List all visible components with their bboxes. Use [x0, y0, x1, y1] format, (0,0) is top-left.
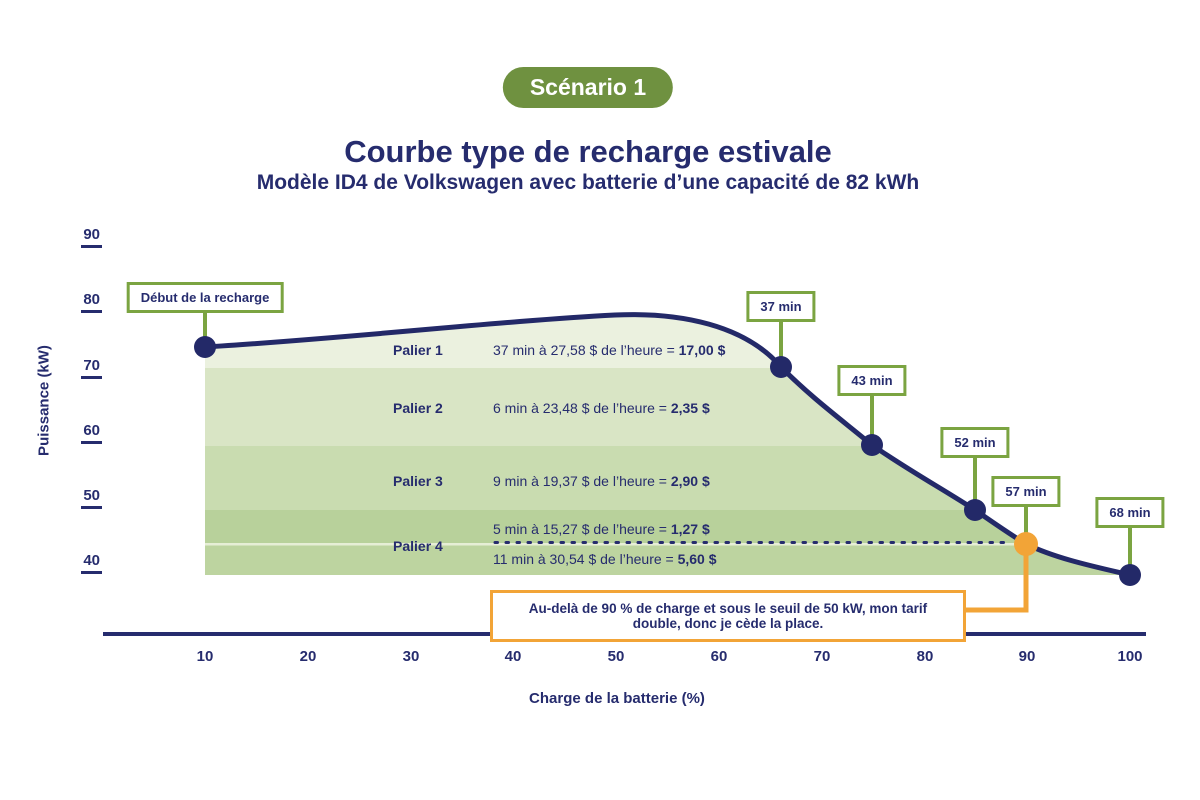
marker-start: [194, 336, 216, 358]
x-axis-label: Charge de la batterie (%): [529, 690, 705, 707]
y-tick-70: 70: [40, 357, 102, 379]
band-palier-4b: [205, 545, 1130, 575]
x-tick-70: 70: [813, 648, 831, 665]
callout-start: Début de la recharge: [126, 282, 284, 313]
x-tick-30: 30: [402, 648, 420, 665]
palier-3-cost: 9 min à 19,37 $ de l’heure = 2,90 $: [493, 473, 710, 489]
y-tick-40: 40: [40, 552, 102, 574]
marker-57min-orange: [1014, 532, 1038, 556]
y-tick-60: 60: [40, 422, 102, 444]
marker-68min: [1119, 564, 1141, 586]
palier-4-cost-before: 5 min à 15,27 $ de l’heure = 1,27 $: [493, 521, 710, 537]
palier-2-cost-total: 2,35 $: [670, 400, 710, 416]
x-tick-50: 50: [607, 648, 625, 665]
x-tick-10: 10: [196, 648, 214, 665]
y-tick-80: 80: [40, 291, 102, 313]
palier-2-cost-text: 6 min à 23,48 $ de l’heure =: [493, 400, 671, 416]
x-tick-90: 90: [1018, 648, 1036, 665]
palier-1-cost-text: 37 min à 27,58 $ de l’heure =: [493, 342, 679, 358]
y-tick-50: 50: [40, 487, 102, 509]
x-tick-40: 40: [504, 648, 522, 665]
callout-43min: 43 min: [837, 365, 907, 396]
y-tick-90: 90: [40, 226, 102, 248]
curve-markers: [194, 336, 1141, 586]
callout-68min: 68 min: [1095, 497, 1165, 528]
x-tick-20: 20: [299, 648, 317, 665]
palier-1-cost-total: 17,00 $: [678, 342, 726, 358]
x-tick-60: 60: [710, 648, 728, 665]
palier-4-cost-after-text: 11 min à 30,54 $ de l’heure =: [493, 551, 678, 567]
note-connector: [966, 552, 1029, 613]
palier-3-cost-text: 9 min à 19,37 $ de l’heure =: [493, 473, 671, 489]
palier-4-cost-before-text: 5 min à 15,27 $ de l’heure =: [493, 521, 671, 537]
band-separator: [205, 543, 1130, 546]
palier-3-name: Palier 3: [393, 473, 443, 489]
marker-52min: [964, 499, 986, 521]
palier-1-name: Palier 1: [393, 342, 443, 358]
callout-57min: 57 min: [991, 476, 1061, 507]
palier-1-cost: 37 min à 27,58 $ de l’heure = 17,00 $: [493, 342, 725, 358]
callout-52min: 52 min: [940, 427, 1010, 458]
threshold-note: Au-delà de 90 % de charge et sous le seu…: [490, 590, 966, 642]
marker-43min: [861, 434, 883, 456]
marker-37min: [770, 356, 792, 378]
x-tick-80: 80: [916, 648, 934, 665]
page-subtitle: Modèle ID4 de Volkswagen avec batterie d…: [256, 171, 920, 194]
palier-4-cost-after-total: 5,60 $: [677, 551, 717, 567]
palier-4-name: Palier 4: [393, 538, 443, 554]
palier-2-cost: 6 min à 23,48 $ de l’heure = 2,35 $: [493, 400, 710, 416]
scenario-badge: Scénario 1: [502, 67, 674, 108]
palier-4-cost-after: 11 min à 30,54 $ de l’heure = 5,60 $: [493, 551, 717, 567]
palier-2-name: Palier 2: [393, 400, 443, 416]
callout-37min: 37 min: [746, 291, 816, 322]
page-title: Courbe type de recharge estivale: [344, 134, 832, 169]
palier-4-cost-before-total: 1,27 $: [670, 521, 710, 537]
x-tick-100: 100: [1117, 648, 1143, 665]
palier-3-cost-total: 2,90 $: [670, 473, 710, 489]
